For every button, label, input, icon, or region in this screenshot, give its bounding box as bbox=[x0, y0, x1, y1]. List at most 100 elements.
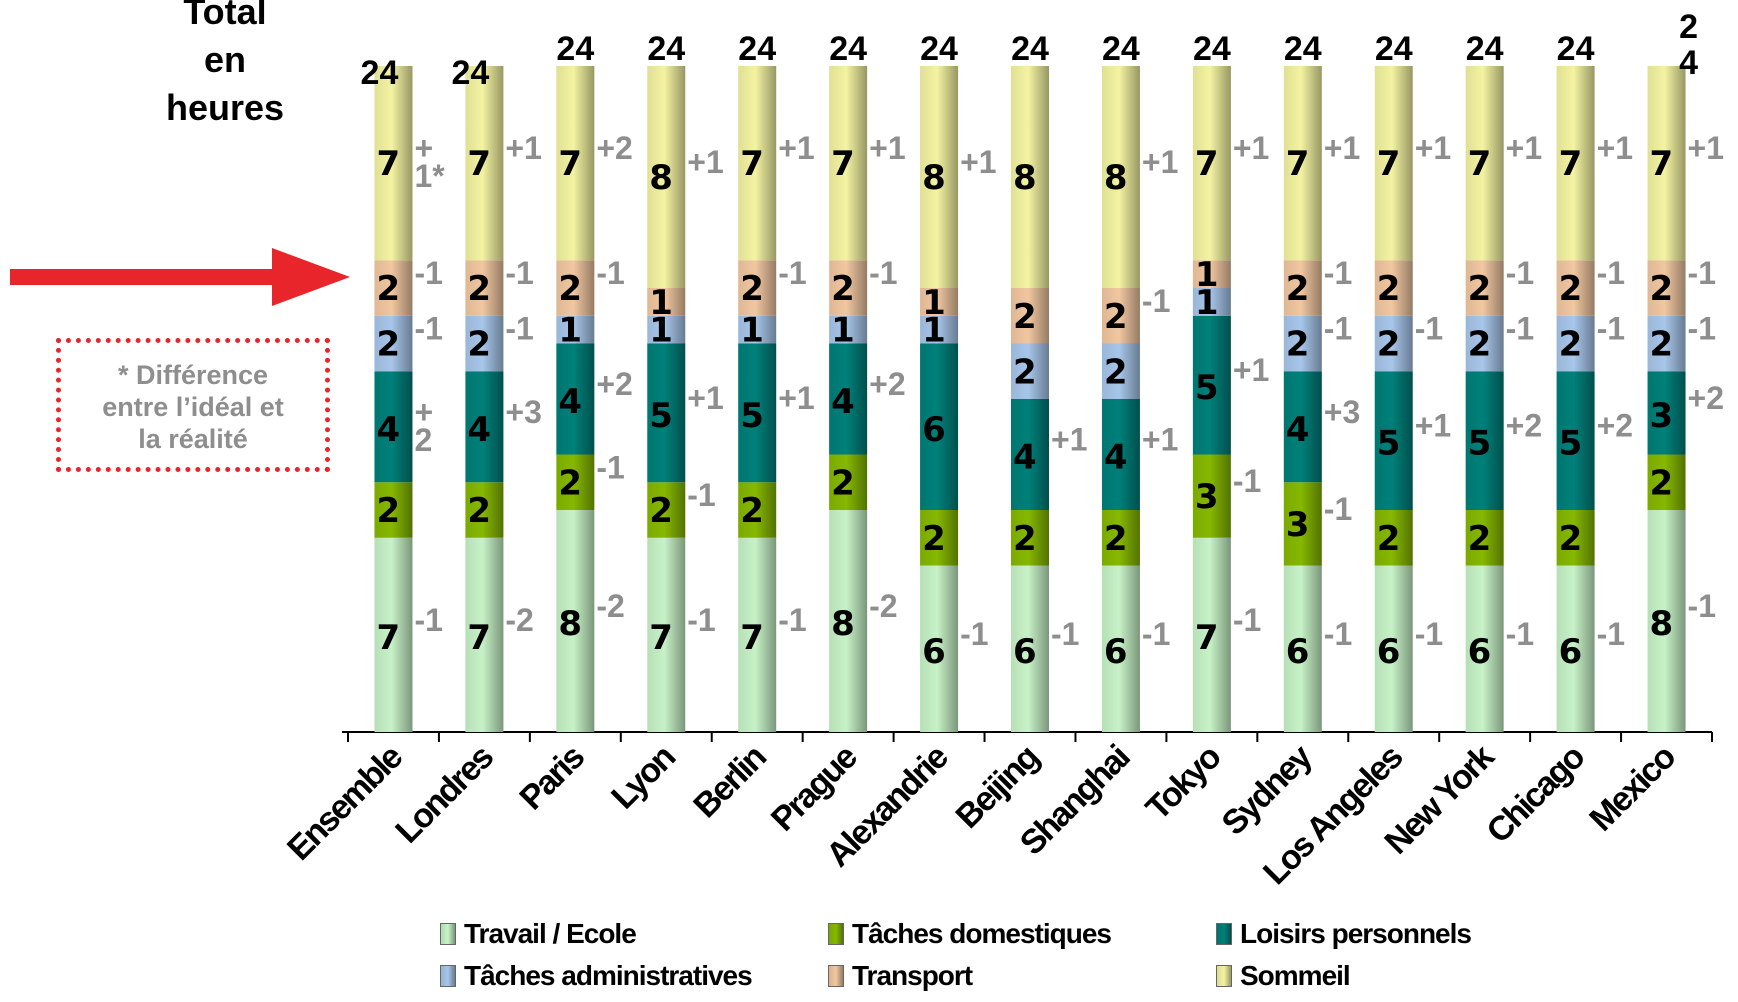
difference-label: +1 bbox=[1415, 130, 1451, 166]
label-line: -1 bbox=[1324, 311, 1352, 347]
label-line: +1 bbox=[1506, 130, 1542, 166]
y-title-line: Total bbox=[183, 0, 267, 32]
total-label: 24 bbox=[1102, 30, 1140, 68]
difference-label: -2 bbox=[505, 602, 533, 638]
total-label: 24 bbox=[647, 30, 685, 68]
difference-label: +1 bbox=[778, 380, 814, 416]
value-label: 8 bbox=[649, 158, 673, 198]
label-line: +3 bbox=[1324, 394, 1360, 430]
value-label: 2 bbox=[1377, 519, 1401, 559]
label-line: -2 bbox=[869, 588, 897, 624]
bar-segment bbox=[1556, 66, 1595, 261]
legend-swatch bbox=[440, 965, 456, 987]
value-label: 4 bbox=[1013, 438, 1037, 478]
bar-segment bbox=[738, 260, 777, 316]
difference-label: -1 bbox=[414, 255, 442, 291]
label-line: +1 bbox=[1233, 130, 1269, 166]
note-line: entre l’idéal et bbox=[102, 392, 284, 422]
bar-segment bbox=[1011, 510, 1049, 566]
label-line: +1 bbox=[1415, 408, 1451, 444]
difference-label: -2 bbox=[596, 588, 624, 624]
bar-segment bbox=[1011, 565, 1049, 732]
difference-label: +1 bbox=[1233, 130, 1269, 166]
label-line: -1 bbox=[778, 602, 806, 638]
bar-segment bbox=[647, 537, 686, 732]
value-label: 7 bbox=[1650, 144, 1674, 184]
bar-segment bbox=[1374, 510, 1413, 566]
value-label: 1 bbox=[649, 283, 673, 323]
total-label: 24 bbox=[1466, 30, 1504, 68]
y-title-line: en bbox=[203, 39, 246, 80]
value-label: 2 bbox=[1559, 269, 1583, 309]
value-label: 6 bbox=[1468, 632, 1492, 672]
label-line: -1 bbox=[1506, 616, 1534, 652]
difference-label: -1 bbox=[960, 616, 988, 652]
label-line: +1 bbox=[1142, 144, 1178, 180]
value-label: 8 bbox=[1104, 158, 1128, 198]
total-label: 24 bbox=[361, 54, 399, 92]
difference-label: +1 bbox=[1051, 422, 1087, 458]
difference-label: -1 bbox=[1051, 616, 1079, 652]
difference-label: +1 bbox=[505, 130, 541, 166]
legend-label: Transport bbox=[852, 960, 973, 991]
bar-segment bbox=[1647, 454, 1686, 510]
label-line: +1 bbox=[1688, 130, 1724, 166]
label-line: +2 bbox=[869, 366, 905, 402]
difference-label: +1 bbox=[869, 130, 905, 166]
legend-item: Tâches administratives bbox=[440, 960, 753, 992]
bar-segment bbox=[1011, 399, 1049, 510]
bar-segment bbox=[738, 66, 777, 261]
bar-segment bbox=[1101, 66, 1140, 288]
bar-segment bbox=[1011, 288, 1049, 344]
label-line: -1 bbox=[1324, 255, 1352, 291]
value-label: 5 bbox=[740, 396, 764, 436]
difference-label: -1 bbox=[596, 255, 624, 291]
label-line: +2 bbox=[1688, 380, 1724, 416]
total-label: 24 bbox=[556, 30, 594, 68]
bar-segment bbox=[829, 66, 868, 261]
bar-segment bbox=[1647, 66, 1686, 261]
value-label: 2 bbox=[1013, 352, 1037, 392]
total-label: 24 bbox=[1375, 30, 1413, 68]
value-label: 2 bbox=[831, 269, 855, 309]
difference-label: +1 bbox=[1142, 422, 1178, 458]
category-label: Paris bbox=[512, 738, 591, 817]
difference-label: +1* bbox=[414, 130, 445, 194]
value-label: 8 bbox=[1013, 158, 1037, 198]
difference-label: -1 bbox=[1597, 255, 1625, 291]
value-label: 6 bbox=[1377, 632, 1401, 672]
value-label: 1 bbox=[922, 283, 946, 323]
bar-segment bbox=[1011, 343, 1049, 399]
value-label: 4 bbox=[376, 410, 400, 450]
value-label: 2 bbox=[1468, 519, 1492, 559]
y-title-line: heures bbox=[165, 87, 285, 128]
bar-segment bbox=[920, 315, 959, 344]
label-line: 24 bbox=[1557, 30, 1595, 68]
label-line: +2 bbox=[596, 130, 632, 166]
difference-label: -1 bbox=[1324, 616, 1352, 652]
label-line: -1 bbox=[596, 449, 624, 485]
bar-segment bbox=[1101, 565, 1140, 732]
difference-label: +1 bbox=[1506, 130, 1542, 166]
label-line: -1 bbox=[1324, 491, 1352, 527]
category-label: Chicago bbox=[1479, 738, 1592, 851]
value-label: 2 bbox=[1013, 297, 1037, 337]
bar-segment bbox=[1101, 343, 1140, 399]
label-line: +1 bbox=[1597, 130, 1633, 166]
label-line: +1 bbox=[869, 130, 905, 166]
bar-segment bbox=[647, 482, 686, 538]
value-label: 5 bbox=[649, 396, 673, 436]
difference-label: -1 bbox=[1324, 255, 1352, 291]
value-label: 8 bbox=[1650, 604, 1674, 644]
value-label: 7 bbox=[467, 144, 491, 184]
category-label: Berlin bbox=[686, 739, 773, 826]
bar-segment bbox=[374, 371, 413, 483]
label-line: -1 bbox=[596, 255, 624, 291]
value-label: 2 bbox=[558, 269, 582, 309]
bar-segment bbox=[465, 371, 504, 483]
value-label: 1 bbox=[831, 311, 855, 351]
label-line: +1 bbox=[778, 380, 814, 416]
difference-label: +2 bbox=[1688, 380, 1724, 416]
legend-label: Travail / Ecole bbox=[464, 918, 637, 949]
